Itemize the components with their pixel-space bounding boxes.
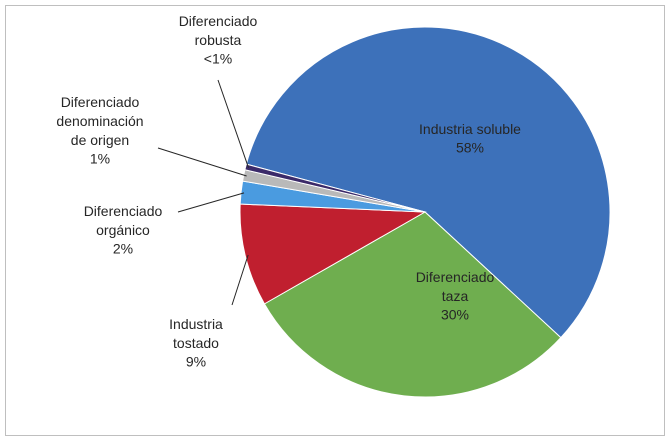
- slice-label: Diferenciado orgánico: [84, 203, 163, 238]
- value-label: 9%: [186, 354, 206, 370]
- pie-slice: [245, 26, 611, 339]
- slice-label: Diferenciado taza: [416, 269, 495, 304]
- value-label: 58%: [456, 140, 484, 156]
- leader-line: [157, 147, 247, 177]
- pie-slice: [239, 203, 427, 305]
- slice-label: Industria soluble: [419, 121, 521, 137]
- pie-slice: [244, 163, 426, 213]
- value-label: <1%: [204, 51, 232, 67]
- slice-label: Industria tostado: [169, 316, 223, 351]
- value-label: 1%: [90, 151, 110, 167]
- leader-line: [217, 79, 249, 168]
- leader-line: [231, 254, 249, 306]
- slice-label: Diferenciado robusta: [179, 13, 258, 48]
- value-label: 30%: [441, 307, 469, 323]
- value-label: 2%: [113, 241, 133, 257]
- pie-slice: [263, 211, 562, 398]
- slice-label: Diferenciado denominación de origen: [56, 94, 143, 148]
- leader-line: [177, 192, 245, 213]
